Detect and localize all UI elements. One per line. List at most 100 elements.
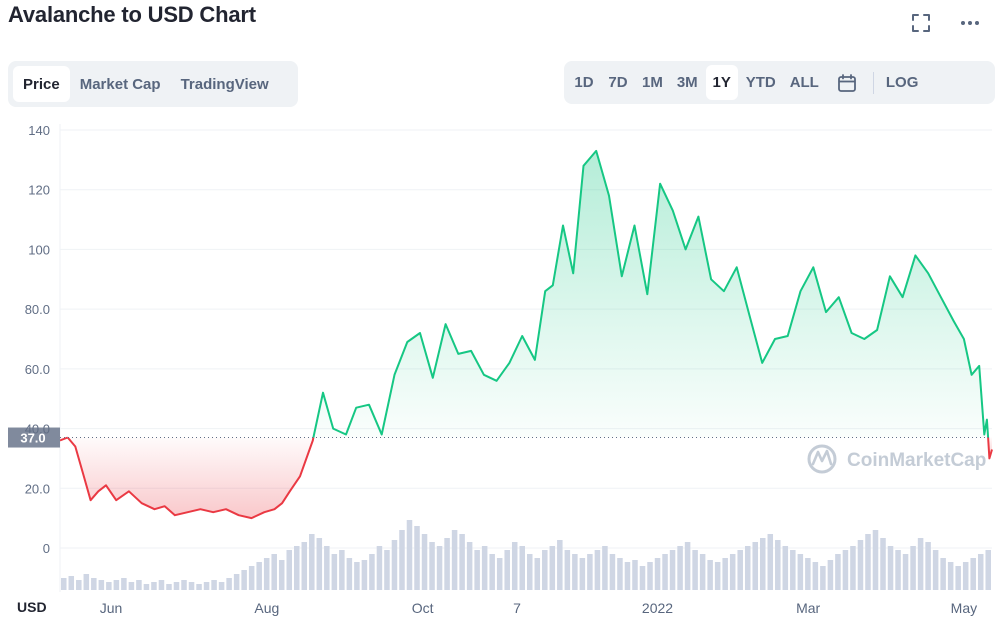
calendar-icon — [837, 73, 856, 92]
y-tick-label: 80.0 — [25, 302, 50, 317]
volume-bar — [542, 550, 548, 590]
range-7d[interactable]: 7D — [608, 74, 628, 91]
volume-bar — [158, 580, 165, 590]
volume-bar — [820, 566, 826, 590]
volume-bar — [579, 558, 586, 590]
volume-bar — [587, 554, 593, 590]
volume-bar — [572, 554, 578, 590]
volume-bar — [977, 554, 984, 590]
fullscreen-button[interactable] — [906, 8, 936, 38]
volume-bar — [654, 558, 661, 590]
volume-bar — [737, 550, 743, 590]
chart-type-tabs: Price Market Cap TradingView — [8, 61, 298, 107]
volume-bar — [932, 550, 939, 590]
volume-bar — [910, 546, 916, 590]
volume-bar — [511, 542, 518, 590]
price-lines — [59, 149, 993, 520]
y-tick-label: 40.0 — [25, 422, 50, 437]
volume-bar — [489, 554, 495, 590]
more-button[interactable] — [955, 8, 985, 38]
volume-bar — [752, 542, 758, 590]
range-ytd[interactable]: YTD — [745, 74, 776, 91]
volume-bar — [136, 580, 142, 590]
volume-bar — [639, 566, 646, 590]
volume-bar — [309, 534, 315, 590]
volume-bar — [744, 546, 751, 590]
more-horizontal-icon — [961, 21, 979, 25]
volume-bar — [947, 562, 954, 590]
volume-bar — [459, 534, 465, 590]
volume-bar — [519, 546, 525, 590]
x-tick-label: 7 — [513, 600, 521, 616]
volume-bar — [624, 562, 631, 590]
page-title: Avalanche to USD Chart — [8, 2, 256, 27]
watermark-text: CoinMarketCap — [847, 450, 986, 471]
volume-bar — [985, 550, 991, 590]
volume-bar — [865, 534, 871, 590]
range-1d[interactable]: 1D — [574, 74, 594, 91]
volume-bar — [91, 578, 97, 590]
volume-bar — [662, 554, 668, 590]
volume-bar — [203, 582, 210, 590]
volume-bar — [887, 546, 894, 590]
calendar-button[interactable] — [827, 65, 867, 100]
volume-bar — [970, 558, 976, 590]
x-axis: Jun Aug Oct 7 2022 Mar May — [100, 600, 977, 616]
volume-bar — [436, 546, 443, 590]
volume-bar — [557, 540, 563, 590]
volume-bar — [369, 554, 375, 590]
volume-bar — [143, 584, 150, 590]
range-separator — [872, 71, 874, 94]
volume-bar — [609, 554, 616, 590]
volume-bar — [286, 550, 292, 590]
area-below-baseline — [67, 437, 314, 519]
tab-tradingview[interactable]: TradingView — [180, 75, 269, 93]
volume-bar — [248, 566, 255, 590]
fullscreen-icon — [912, 14, 930, 32]
volume-bar — [549, 546, 556, 590]
volume-bars — [61, 520, 991, 590]
volume-bar — [729, 554, 736, 590]
y-tick-label: 20.0 — [25, 481, 50, 496]
volume-bar — [376, 546, 383, 590]
volume-bar — [594, 550, 601, 590]
volume-bar — [797, 554, 804, 590]
time-range-selector: 1D 7D 1M 3M 1Y YTD ALL LOG — [564, 61, 995, 104]
volume-bar — [669, 550, 676, 590]
volume-bar — [504, 550, 510, 590]
volume-bar — [151, 582, 157, 590]
area-above-baseline — [313, 150, 989, 438]
volume-bar — [361, 560, 368, 590]
y-tick-label: 140 — [28, 123, 50, 138]
volume-bar — [331, 554, 338, 590]
volume-bar — [677, 546, 683, 590]
volume-bar — [278, 560, 285, 590]
baseline-label: 37.0 — [20, 431, 45, 446]
volume-bar — [113, 580, 120, 590]
range-all[interactable]: ALL — [789, 74, 819, 91]
volume-bar — [233, 574, 240, 590]
volume-bar — [835, 554, 841, 590]
volume-bar — [872, 530, 879, 590]
tab-market-cap[interactable]: Market Cap — [79, 75, 161, 93]
range-3m[interactable]: 3M — [676, 74, 698, 91]
volume-bar — [722, 558, 728, 590]
volume-bar — [256, 562, 262, 590]
volume-bar — [534, 558, 541, 590]
volume-bar — [173, 582, 180, 590]
currency-label: USD — [17, 599, 47, 615]
volume-bar — [406, 520, 413, 590]
volume-bar — [714, 562, 721, 590]
volume-bar — [61, 578, 67, 590]
log-scale-toggle[interactable]: LOG — [885, 74, 919, 91]
volume-bar — [414, 526, 420, 590]
volume-bar — [707, 560, 713, 590]
volume-bar — [692, 550, 698, 590]
tab-price[interactable]: Price — [13, 66, 70, 102]
range-1m[interactable]: 1M — [642, 74, 663, 91]
volume-bar — [617, 558, 623, 590]
volume-bar — [106, 582, 112, 590]
range-1y[interactable]: 1Y — [705, 65, 738, 100]
volume-bar — [684, 542, 691, 590]
